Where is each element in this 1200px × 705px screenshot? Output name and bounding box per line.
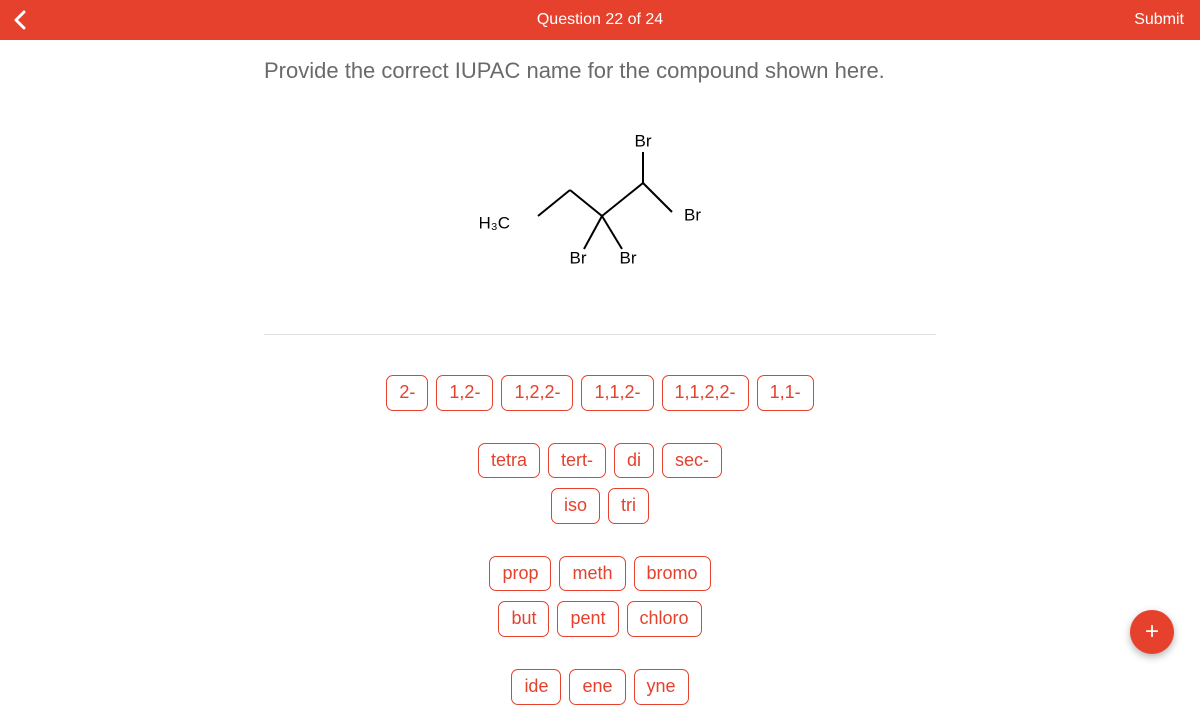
add-fab-button[interactable]: +: [1130, 610, 1174, 654]
svg-text:Br: Br: [620, 248, 637, 267]
svg-text:Br: Br: [635, 131, 652, 150]
content-area: Provide the correct IUPAC name for the c…: [0, 40, 1200, 705]
answer-chip[interactable]: 1,1,2-: [581, 375, 653, 411]
chip-row: 2-1,2-1,2,2-1,1,2-1,1,2,2-1,1-: [386, 375, 813, 411]
answer-chips-area: 2-1,2-1,2,2-1,1,2-1,1,2,2-1,1- tetratert-…: [30, 375, 1170, 705]
svg-text:Br: Br: [570, 248, 587, 267]
answer-chip[interactable]: chloro: [627, 601, 702, 637]
answer-chip[interactable]: ene: [569, 669, 625, 705]
plus-icon: +: [1145, 618, 1159, 646]
header-bar: Question 22 of 24 Submit: [0, 0, 1200, 40]
answer-chip[interactable]: di: [614, 443, 654, 479]
molecule-diagram: H₃C Br Br Br Br: [264, 124, 936, 304]
answer-chip[interactable]: 1,1-: [757, 375, 814, 411]
chip-row: propmethbromo: [489, 556, 710, 592]
question-prompt: Provide the correct IUPAC name for the c…: [264, 58, 936, 84]
answer-chip[interactable]: prop: [489, 556, 551, 592]
answer-chip[interactable]: but: [498, 601, 549, 637]
answer-chip[interactable]: 1,2-: [436, 375, 493, 411]
chip-row: tetratert-disec-: [478, 443, 722, 479]
chip-row: ideeneyne: [511, 669, 688, 705]
svg-text:Br: Br: [684, 205, 701, 224]
answer-chip[interactable]: yne: [634, 669, 689, 705]
back-button[interactable]: [0, 0, 40, 40]
answer-chip[interactable]: meth: [559, 556, 625, 592]
chip-row: isotri: [551, 488, 649, 524]
answer-chip[interactable]: 2-: [386, 375, 428, 411]
chevron-left-icon: [13, 10, 27, 30]
svg-text:H₃C: H₃C: [480, 213, 510, 232]
answer-chip[interactable]: 1,1,2,2-: [662, 375, 749, 411]
answer-chip[interactable]: bromo: [634, 556, 711, 592]
chip-row: butpentchloro: [498, 601, 701, 637]
answer-chip[interactable]: sec-: [662, 443, 722, 479]
answer-chip[interactable]: pent: [557, 601, 618, 637]
answer-chip[interactable]: tert-: [548, 443, 606, 479]
submit-button[interactable]: Submit: [1134, 11, 1184, 29]
answer-chip[interactable]: 1,2,2-: [501, 375, 573, 411]
answer-chip[interactable]: tetra: [478, 443, 540, 479]
question-counter: Question 22 of 24: [537, 11, 663, 29]
answer-chip[interactable]: iso: [551, 488, 600, 524]
question-area: Provide the correct IUPAC name for the c…: [264, 58, 936, 335]
answer-chip[interactable]: tri: [608, 488, 649, 524]
answer-chip[interactable]: ide: [511, 669, 561, 705]
